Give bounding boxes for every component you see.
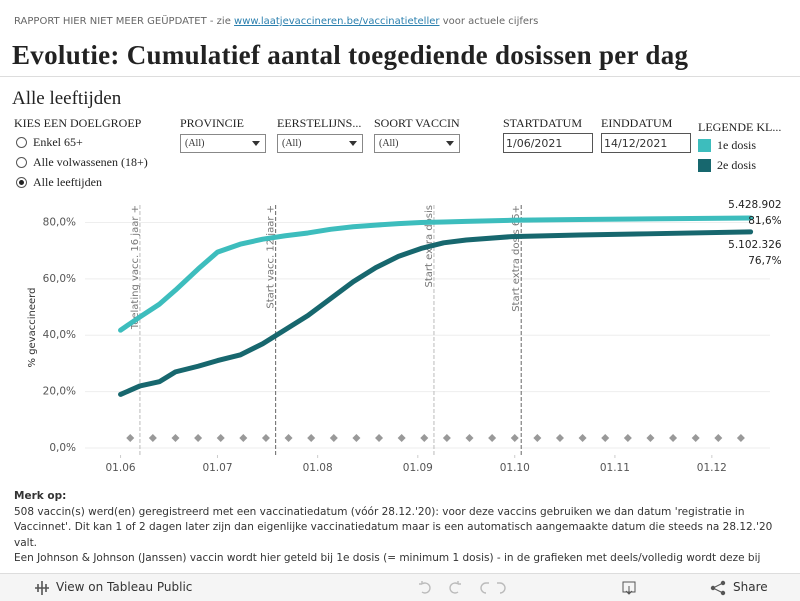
marker-diamond — [239, 433, 248, 442]
banner-text: RAPPORT HIER NIET MEER GEÜPDATET - zie — [14, 16, 231, 27]
filter-label: PROVINCIE — [180, 116, 245, 130]
filter-dropdown[interactable]: (All) — [374, 134, 460, 153]
legend-swatch — [698, 158, 711, 172]
marker-diamond — [488, 433, 497, 442]
radio-dot — [16, 176, 27, 188]
date-label: EINDDATUM — [601, 116, 673, 130]
note-line: Een Johnson & Johnson (Janssen) vaccin w… — [14, 552, 761, 563]
marker-diamond — [714, 433, 723, 442]
date-input[interactable]: 14/12/2021 — [601, 133, 691, 153]
filter-label: KIES EEN DOELGROEP — [14, 116, 142, 130]
data-line — [118, 215, 754, 333]
y-tick-label: 0,0% — [49, 442, 76, 454]
legend-label: 1e dosis — [717, 137, 756, 152]
date-input[interactable]: 1/06/2021 — [503, 133, 593, 153]
divider — [0, 76, 800, 77]
y-tick-label: 60,0% — [43, 273, 76, 285]
marker-diamond — [510, 433, 519, 442]
end-label: 5.428.902 — [728, 199, 781, 211]
legend-entry: 1e dosis — [698, 135, 798, 155]
marker-diamond — [736, 433, 745, 442]
notes-heading: Merk op: — [14, 490, 67, 502]
marker-diamond — [555, 433, 564, 442]
y-axis-label: % gevaccineerd — [27, 288, 38, 368]
x-tick-label: 01.11 — [600, 462, 630, 474]
toolbar-icons — [419, 581, 636, 595]
marker-diamond — [284, 433, 293, 442]
end-label: 81,6% — [748, 215, 781, 227]
marker-diamond — [148, 433, 157, 442]
x-tick-label: 01.10 — [500, 462, 530, 474]
marker-diamond — [691, 433, 700, 442]
marker-diamond — [194, 433, 203, 442]
marker-diamond — [669, 433, 678, 442]
marker-diamond — [623, 433, 632, 442]
note-line: 508 vaccin(s) werd(en) geregistreerd met… — [14, 505, 773, 549]
filter-label: EERSTELIJNS... — [277, 116, 362, 130]
x-tick-label: 01.08 — [303, 462, 333, 474]
marker-diamond — [375, 433, 384, 442]
marker-diamond — [397, 433, 406, 442]
notes: Merk op: 508 vaccin(s) werd(en) geregist… — [14, 489, 784, 563]
legend-label: 2e dosis — [717, 157, 756, 172]
radio-dot — [16, 156, 27, 168]
radio-dot — [16, 136, 27, 148]
filter-dropdown[interactable]: (All) — [180, 134, 266, 153]
chart-title: Evolutie: Cumulatief aantal toegediende … — [12, 40, 689, 70]
marker-diamond — [578, 433, 587, 442]
marker-diamond — [601, 433, 610, 442]
marker-diamond — [646, 433, 655, 442]
banner-link[interactable]: www.laatjevaccineren.be/vaccinatieteller — [234, 16, 440, 27]
end-label: 76,7% — [748, 255, 781, 267]
data-line — [118, 229, 754, 397]
annotation-text: Toelating vacc. 16 jaar + — [130, 205, 141, 330]
radio-group: Enkel 65+ Alle volwassenen (18+) Alle leef… — [16, 132, 148, 192]
footer: View on Tableau Public Share — [0, 573, 800, 601]
radio-option[interactable]: Alle volwassenen (18+) — [16, 152, 148, 172]
marker-diamond — [420, 433, 429, 442]
legend-entry: 2e dosis — [698, 155, 798, 175]
radio-label: Alle leeftijden — [33, 174, 102, 189]
radio-label: Alle volwassenen (18+) — [33, 154, 148, 169]
legend-title: LEGENDE KL... — [698, 120, 782, 134]
x-tick-label: 01.12 — [697, 462, 727, 474]
view-link[interactable]: View on Tableau Public — [56, 580, 193, 594]
radio-label: Enkel 65+ — [33, 134, 83, 149]
x-tick-label: 01.07 — [202, 462, 232, 474]
annotation-text: Start vacc. 12 jaar + — [266, 205, 277, 309]
y-tick-label: 20,0% — [43, 386, 76, 398]
legend-swatch — [698, 138, 711, 152]
radio-option[interactable]: Enkel 65+ — [16, 132, 148, 152]
filter-label: SOORT VACCIN — [374, 116, 460, 130]
end-label: 5.102.326 — [728, 239, 782, 251]
chart: % gevaccineerd 0,0% 20,0% 40,0% 60,0% 80,0% 01… — [27, 199, 782, 474]
marker-diamond — [261, 433, 270, 442]
annotation-text: Start extra dosis 65+ — [511, 205, 522, 312]
marker-diamond — [442, 433, 451, 442]
chart-subtitle: Alle leeftijden — [12, 88, 122, 109]
tableau-icon — [35, 581, 49, 595]
share-icon[interactable] — [710, 580, 726, 596]
marker-diamond — [533, 433, 542, 442]
legend: LEGENDE KL... 1e dosis 2e dosis — [698, 120, 798, 175]
marker-diamond — [465, 433, 474, 442]
marker-diamond — [307, 433, 316, 442]
marker-diamond — [171, 433, 180, 442]
marker-diamond — [352, 433, 361, 442]
y-tick-label: 80,0% — [43, 217, 76, 229]
marker-diamond — [329, 433, 338, 442]
filter-dropdown[interactable]: (All) — [277, 134, 363, 153]
date-label: STARTDATUM — [503, 116, 582, 130]
banner: RAPPORT HIER NIET MEER GEÜPDATET - zie w… — [14, 16, 538, 27]
x-tick-label: 01.06 — [106, 462, 136, 474]
marker-diamond — [216, 433, 225, 442]
marker-diamond — [126, 433, 135, 442]
banner-text: voor actuele cijfers — [442, 16, 539, 27]
x-tick-label: 01.09 — [403, 462, 433, 474]
share-link[interactable]: Share — [733, 580, 768, 594]
y-tick-label: 40,0% — [43, 329, 76, 341]
radio-option[interactable]: Alle leeftijden — [16, 172, 148, 192]
